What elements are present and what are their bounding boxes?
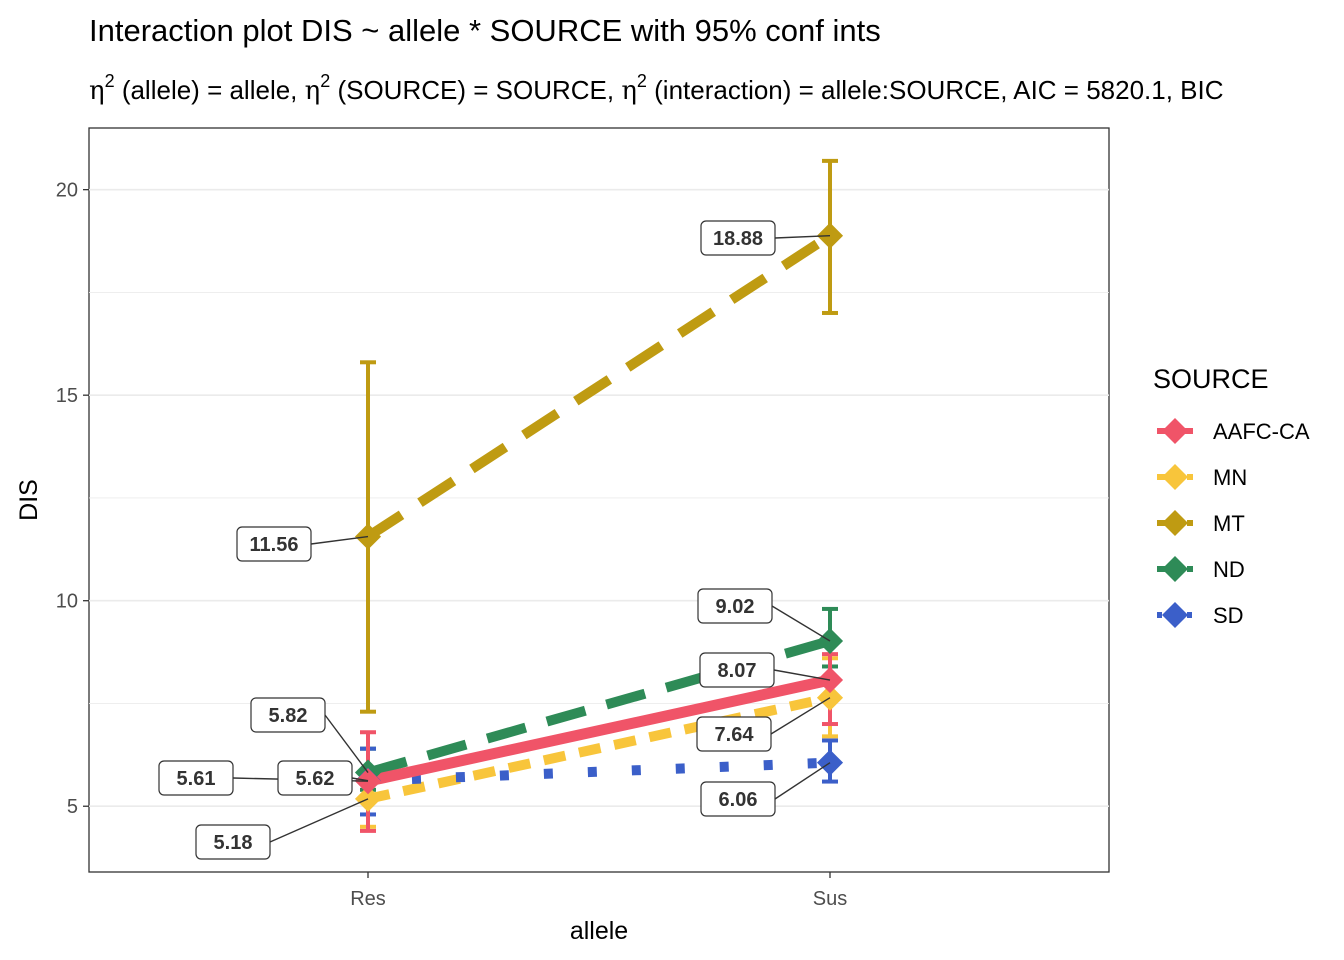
legend-key-marker-nd <box>1162 556 1188 582</box>
label-leader-sd <box>351 777 369 782</box>
label-box-aafc-ca <box>699 652 775 688</box>
y-tick-label: 15 <box>56 385 78 407</box>
x-axis-title: allele <box>570 917 628 945</box>
legend-title: SOURCE <box>1153 364 1269 394</box>
label-leader-nd <box>324 714 369 773</box>
label-leader-sd <box>774 762 831 800</box>
data-label-sd: 6.06 <box>719 789 758 811</box>
series-line-mn <box>366 692 832 804</box>
legend: AAFC-CA MN MT ND SD <box>1157 418 1310 628</box>
legend-key-marker-mn <box>1162 464 1188 490</box>
data-label-nd: 5.82 <box>269 705 308 727</box>
subtitle-sup-3: 2 <box>637 71 647 91</box>
data-label-mn: 5.18 <box>214 832 253 854</box>
subtitle-eta-3: η <box>621 76 637 106</box>
series-line-aafc-ca <box>366 674 832 787</box>
y-axis-title: DIS <box>15 479 43 521</box>
legend-label-aafc-ca: AAFC-CA <box>1213 419 1310 444</box>
y-tick-label: 5 <box>67 796 78 818</box>
series-layer <box>354 158 844 833</box>
chart-title: Interaction plot DIS ~ allele * SOURCE w… <box>89 13 881 48</box>
subtitle-eta-2: η <box>305 76 321 106</box>
data-label-sd: 5.62 <box>296 768 335 790</box>
data-label-mt: 11.56 <box>250 534 299 556</box>
y-tick-label: 10 <box>56 591 78 613</box>
label-box-mn <box>696 716 772 752</box>
label-box-nd <box>697 588 773 624</box>
data-label-mn: 7.64 <box>715 724 755 746</box>
label-box-nd <box>250 697 326 733</box>
series-line-mt <box>365 231 833 541</box>
chart-subtitle: η2 (allele) = allele, η2 (SOURCE) = SOUR… <box>89 71 1224 106</box>
subtitle-part-2: (SOURCE) = SOURCE, <box>330 75 621 105</box>
legend-label-nd: ND <box>1213 557 1245 582</box>
label-leader-aafc-ca <box>773 669 831 681</box>
data-label-aafc-ca: 5.61 <box>177 768 216 790</box>
label-box-mt <box>236 526 312 562</box>
legend-label-mt: MT <box>1213 511 1245 536</box>
subtitle-sup-2: 2 <box>320 71 330 91</box>
x-tick-label: Res <box>350 888 386 910</box>
plot-panel <box>88 127 1110 873</box>
legend-key-marker-mt <box>1162 510 1188 536</box>
legend-label-sd: SD <box>1213 603 1244 628</box>
data-labels: 5.61 8.07 5.18 7.64 11.56 18.88 5.82 9.02 5.62 6.… <box>158 220 831 860</box>
data-label-aafc-ca: 8.07 <box>718 660 757 682</box>
legend-key-marker-sd <box>1162 602 1188 628</box>
label-box-sd <box>700 781 776 817</box>
label-box-mt <box>700 220 776 256</box>
data-label-mt: 18.88 <box>713 228 763 250</box>
data-label-nd: 9.02 <box>716 596 755 618</box>
label-box-aafc-ca <box>158 760 234 796</box>
legend-key-marker-aafc-ca <box>1162 418 1188 444</box>
x-tick-label: Sus <box>813 888 847 910</box>
subtitle-part-3: (interaction) = allele:SOURCE, AIC = 582… <box>647 75 1224 105</box>
axis-ticks: 5 10 15 20 Res Sus <box>56 180 847 910</box>
subtitle-eta-1: η <box>89 76 105 106</box>
label-box-sd <box>277 760 353 796</box>
label-leader-mt <box>310 535 369 545</box>
label-leader-nd <box>771 605 831 642</box>
label-box-mn <box>195 824 271 860</box>
y-tick-label: 20 <box>56 180 78 202</box>
subtitle-sup-1: 2 <box>105 71 115 91</box>
label-leader-mn <box>269 798 369 843</box>
subtitle-part-1: (allele) = allele, <box>115 75 305 105</box>
legend-label-mn: MN <box>1213 465 1247 490</box>
label-leader-mn <box>770 697 831 735</box>
label-leader-mt <box>774 234 831 239</box>
